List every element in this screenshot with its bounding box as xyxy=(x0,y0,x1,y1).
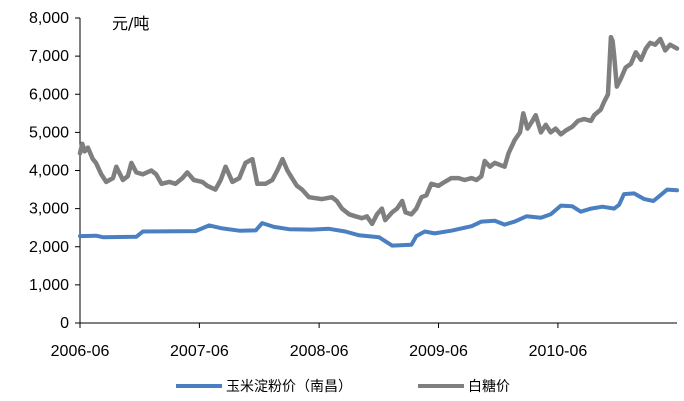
y-tick-label: 6,000 xyxy=(29,86,69,103)
y-tick-label: 7,000 xyxy=(29,48,69,65)
legend-label: 玉米淀粉价（南昌） xyxy=(226,379,352,395)
x-tick-label: 2006-06 xyxy=(51,343,110,360)
x-tick-label: 2009-06 xyxy=(409,343,468,360)
y-tick-label: 5,000 xyxy=(29,124,69,141)
y-tick-label: 4,000 xyxy=(29,163,69,180)
legend: 玉米淀粉价（南昌） 白糖价 xyxy=(176,379,510,395)
y-tick-label: 8,000 xyxy=(29,10,69,27)
y-tick-label: 2,000 xyxy=(29,239,69,256)
y-tick-label: 0 xyxy=(60,315,69,332)
y-tick-label: 1,000 xyxy=(29,277,69,294)
x-tick-label: 2007-06 xyxy=(170,343,229,360)
legend-item-corn-starch: 玉米淀粉价（南昌） xyxy=(176,379,352,395)
series-line-corn-starch xyxy=(78,187,679,248)
series-layer xyxy=(77,34,680,248)
x-axis-ticks: 2006-06 2007-06 2008-06 2009-06 2010-06 xyxy=(51,323,588,360)
x-tick-label: 2008-06 xyxy=(290,343,349,360)
unit-label: 元/吨 xyxy=(112,14,149,33)
y-tick-label: 3,000 xyxy=(29,201,69,218)
legend-label: 白糖价 xyxy=(468,379,510,395)
series-line-sugar xyxy=(77,34,680,227)
legend-item-sugar: 白糖价 xyxy=(418,379,510,395)
x-tick-label: 2010-06 xyxy=(529,343,588,360)
y-axis-ticks: 0 1,000 2,000 3,000 4,000 5,000 6,000 7,000 8,00… xyxy=(29,10,80,332)
